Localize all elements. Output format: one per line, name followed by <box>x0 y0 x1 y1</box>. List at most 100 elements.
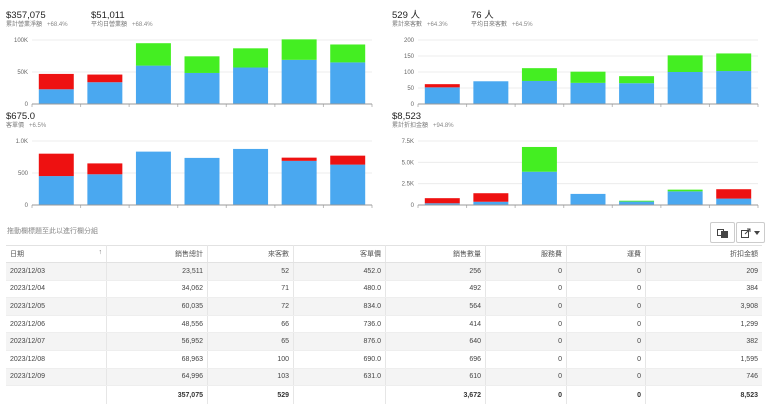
panel-sales: $357,075 累計營業淨額 +68.4% $51,011 平均日營業額 +68.… <box>6 10 376 110</box>
kpi-group: $8,523 累計折扣金額 +94.8% <box>392 111 473 131</box>
table-row[interactable]: 2023/12/06 48,556 66 736.0 414 0 0 1,299 <box>6 315 762 334</box>
table-cell: 0 <box>566 368 646 387</box>
kpi-label: 累計折扣金額 <box>392 123 429 129</box>
table-cell: 2023/12/09 <box>6 368 107 387</box>
chevron-down-icon <box>754 230 760 235</box>
bar-segment <box>281 160 317 205</box>
table-cell: 0 <box>566 350 646 369</box>
y-tick-label: 500 <box>18 171 29 177</box>
y-tick-label: 100K <box>14 38 28 44</box>
bar-segment <box>619 76 655 84</box>
bar-segment <box>135 151 171 205</box>
bar-segment <box>330 155 366 165</box>
table-cell: 610 <box>385 368 486 387</box>
column-header-customers[interactable]: 來客數 <box>207 245 294 263</box>
kpi-avg-daily-sales: $51,011 平均日營業額 +68.4% <box>91 10 158 30</box>
total-cell <box>293 385 386 405</box>
bar-segment <box>570 82 606 104</box>
bar-segment <box>424 87 460 104</box>
column-header-shipping[interactable]: 運費 <box>566 245 646 263</box>
sales-bar-chart: 0 50K 100K <box>14 38 373 108</box>
table-cell: 2023/12/06 <box>6 315 107 334</box>
sales-table: 日期 ↑ 銷售總計 來客數 客單價 銷售數量 服務費 運費 折扣金額 2023/1… <box>6 245 762 405</box>
table-cell: 834.0 <box>293 297 386 316</box>
bar-segment <box>135 65 171 104</box>
table-row[interactable]: 2023/12/08 68,963 100 690.0 696 0 0 1,595 <box>6 350 762 369</box>
table-cell: 0 <box>566 332 646 351</box>
bar-segment <box>38 176 74 205</box>
bar-segment <box>619 200 655 202</box>
group-by-hint[interactable]: 拖動欄標題至此以進行欄分組 <box>7 228 98 235</box>
table-row[interactable]: 2023/12/03 23,511 52 452.0 256 0 0 209 <box>6 262 762 281</box>
column-header-date[interactable]: 日期 ↑ <box>6 245 107 263</box>
table-cell: 68,963 <box>106 350 208 369</box>
bar-segment <box>716 71 752 104</box>
kpi-group: $357,075 累計營業淨額 +68.4% $51,011 平均日營業額 +68.… <box>6 10 172 30</box>
avg-order-bar-chart: 0 500 1.0K <box>16 139 373 209</box>
table-cell: 0 <box>485 262 567 281</box>
table-cell: 0 <box>566 297 646 316</box>
table-cell: 384 <box>645 280 762 299</box>
export-button[interactable] <box>736 222 765 243</box>
bar-segment <box>716 53 752 72</box>
copy-button[interactable] <box>710 222 735 243</box>
y-tick-label: 150 <box>404 54 415 60</box>
total-cell: 357,075 <box>106 385 208 405</box>
bar-segment <box>521 146 557 172</box>
table-row[interactable]: 2023/12/09 64,996 103 631.0 610 0 0 746 <box>6 368 762 387</box>
bar-segment <box>87 74 123 83</box>
table-row[interactable]: 2023/12/04 34,062 71 480.0 492 0 0 384 <box>6 280 762 299</box>
kpi-total-sales: $357,075 累計營業淨額 +68.4% <box>6 10 73 30</box>
table-cell: 492 <box>385 280 486 299</box>
column-header-avg-order[interactable]: 客單價 <box>293 245 386 263</box>
column-header-quantity[interactable]: 銷售數量 <box>385 245 486 263</box>
export-icon <box>741 228 751 238</box>
table-row[interactable]: 2023/12/05 60,035 72 834.0 564 0 0 3,908 <box>6 297 762 316</box>
table-row[interactable]: 2023/12/07 56,952 65 876.0 640 0 0 382 <box>6 332 762 351</box>
kpi-label: 客單價 <box>6 123 25 129</box>
customers-bar-chart: 0 50 100 150 200 <box>404 38 759 108</box>
kpi-label: 平均日來客數 <box>471 22 508 28</box>
copy-icon <box>717 228 728 238</box>
kpi-change: +6.5% <box>29 123 47 129</box>
table-cell: 2023/12/03 <box>6 262 107 281</box>
kpi-total-customers: 529 人 累計來客數 +64.3% <box>392 10 453 30</box>
table-cell: 1,299 <box>645 315 762 334</box>
bar-segment <box>473 193 509 202</box>
bar-segment <box>87 82 123 104</box>
table-cell: 65 <box>207 332 294 351</box>
table-cell: 60,035 <box>106 297 208 316</box>
column-header-total-sales[interactable]: 銷售總計 <box>106 245 208 263</box>
column-header-service-fee[interactable]: 服務費 <box>485 245 567 263</box>
kpi-value: 529 人 <box>392 10 420 21</box>
panel-customers: 529 人 累計來客數 +64.3% 76 人 平均日來客數 +64.5% 0 50 1… <box>392 10 762 110</box>
table-cell: 564 <box>385 297 486 316</box>
bar-segment <box>667 189 703 192</box>
table-cell: 64,996 <box>106 368 208 387</box>
table-header-row: 日期 ↑ 銷售總計 來客數 客單價 銷售數量 服務費 運費 折扣金額 <box>6 245 762 263</box>
table-cell: 34,062 <box>106 280 208 299</box>
bar-segment <box>135 43 171 66</box>
bar-segment <box>667 72 703 104</box>
y-tick-label: 100 <box>404 70 415 76</box>
discount-bar-chart: 0 2.5K 5.0K 7.5K <box>402 139 759 209</box>
total-cell: 529 <box>207 385 294 405</box>
kpi-label: 平均日營業額 <box>91 22 128 28</box>
y-tick-label: 0 <box>25 102 29 108</box>
table-cell: 256 <box>385 262 486 281</box>
table-cell: 631.0 <box>293 368 386 387</box>
bar-segment <box>570 71 606 83</box>
bar-segment <box>521 80 557 104</box>
kpi-change: +68.4% <box>47 22 68 28</box>
column-header-discount[interactable]: 折扣金額 <box>645 245 762 263</box>
bar-segment <box>184 56 220 73</box>
table-cell: 209 <box>645 262 762 281</box>
y-tick-label: 0 <box>411 102 415 108</box>
y-tick-label: 5.0K <box>402 160 414 166</box>
table-totals-row: 357,075 529 3,672 0 0 8,523 <box>6 385 762 405</box>
bar-segment <box>184 157 220 205</box>
table-cell: 414 <box>385 315 486 334</box>
table-cell: 100 <box>207 350 294 369</box>
bar-segment <box>87 174 123 205</box>
